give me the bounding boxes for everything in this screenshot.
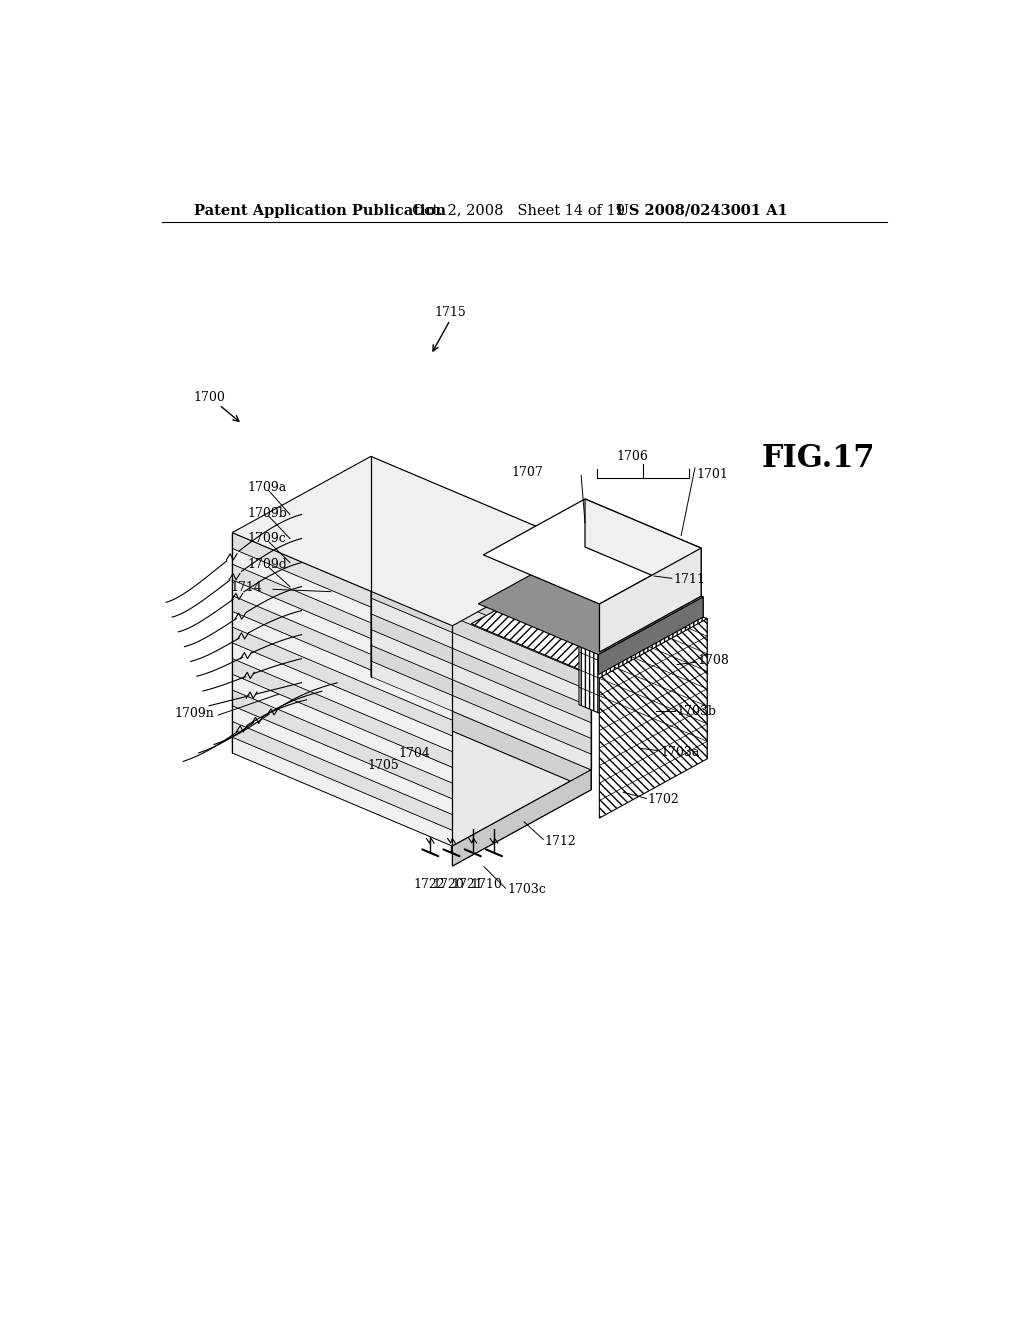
Polygon shape <box>371 504 591 612</box>
Polygon shape <box>371 473 591 581</box>
Polygon shape <box>371 519 591 628</box>
Text: 1706: 1706 <box>616 450 648 463</box>
Text: 1722: 1722 <box>414 878 445 891</box>
Polygon shape <box>371 582 591 692</box>
Polygon shape <box>478 546 703 655</box>
Text: 1701: 1701 <box>696 467 728 480</box>
Polygon shape <box>371 664 591 789</box>
Polygon shape <box>599 619 708 818</box>
Polygon shape <box>232 643 453 751</box>
Text: 1703c: 1703c <box>507 883 546 896</box>
Polygon shape <box>457 795 518 861</box>
Polygon shape <box>356 752 518 829</box>
Polygon shape <box>232 533 453 642</box>
Polygon shape <box>418 752 518 828</box>
Polygon shape <box>232 595 453 705</box>
Text: 1707: 1707 <box>512 466 544 479</box>
Polygon shape <box>371 457 591 565</box>
Polygon shape <box>232 737 453 846</box>
Polygon shape <box>232 677 591 846</box>
Text: Patent Application Publication: Patent Application Publication <box>194 203 445 218</box>
Polygon shape <box>371 614 591 722</box>
Polygon shape <box>232 457 591 626</box>
Text: 1709c: 1709c <box>248 532 287 545</box>
Polygon shape <box>371 661 591 770</box>
Text: Oct. 2, 2008   Sheet 14 of 19: Oct. 2, 2008 Sheet 14 of 19 <box>412 203 625 218</box>
Text: 1709a: 1709a <box>248 480 287 494</box>
Polygon shape <box>585 499 701 597</box>
Polygon shape <box>232 706 453 814</box>
Polygon shape <box>232 675 453 783</box>
Text: 1708: 1708 <box>698 655 730 667</box>
Text: 1709b: 1709b <box>248 507 288 520</box>
Polygon shape <box>371 566 591 676</box>
Polygon shape <box>371 677 591 789</box>
Polygon shape <box>583 546 703 616</box>
Polygon shape <box>232 690 453 799</box>
Polygon shape <box>483 499 701 605</box>
Polygon shape <box>471 565 708 678</box>
Polygon shape <box>371 535 591 644</box>
Text: 1703a: 1703a <box>660 746 699 759</box>
Text: 1709d: 1709d <box>248 558 288 570</box>
Text: 1705: 1705 <box>368 759 399 772</box>
Polygon shape <box>371 598 591 708</box>
Polygon shape <box>232 579 453 689</box>
Text: 1720: 1720 <box>432 878 464 891</box>
Polygon shape <box>232 664 591 834</box>
Polygon shape <box>232 548 453 657</box>
Text: 1709n: 1709n <box>174 708 214 719</box>
Polygon shape <box>371 645 591 754</box>
Text: FIG.17: FIG.17 <box>762 444 876 474</box>
Text: 1712: 1712 <box>545 834 577 847</box>
Text: 1710: 1710 <box>470 878 502 891</box>
Polygon shape <box>371 630 591 738</box>
Polygon shape <box>371 488 591 597</box>
Polygon shape <box>371 550 591 660</box>
Polygon shape <box>232 611 453 721</box>
Polygon shape <box>232 627 453 737</box>
Text: 1702: 1702 <box>648 793 680 807</box>
Polygon shape <box>598 597 703 675</box>
Text: 1700: 1700 <box>194 391 225 404</box>
Polygon shape <box>453 758 591 866</box>
Text: US 2008/0243001 A1: US 2008/0243001 A1 <box>615 203 787 218</box>
Text: 1715: 1715 <box>434 306 466 319</box>
Text: 1703b: 1703b <box>676 705 717 718</box>
Polygon shape <box>599 548 701 652</box>
Polygon shape <box>232 564 453 673</box>
Polygon shape <box>579 565 708 759</box>
Text: 1704: 1704 <box>398 747 430 760</box>
Text: 1714: 1714 <box>230 581 262 594</box>
Polygon shape <box>232 721 453 830</box>
Text: 1721: 1721 <box>452 878 483 891</box>
Polygon shape <box>232 659 453 767</box>
Polygon shape <box>453 770 591 866</box>
Text: 1711: 1711 <box>674 573 706 586</box>
